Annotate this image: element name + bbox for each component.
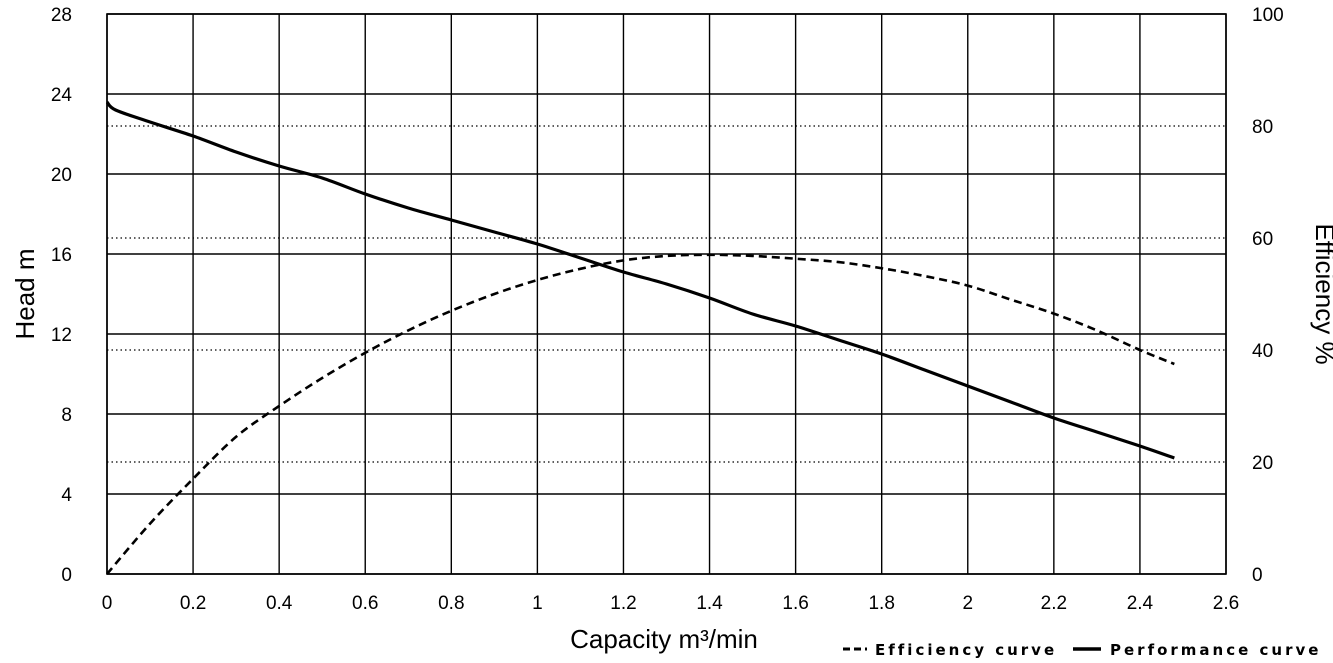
- x-tick-label: 1.8: [868, 593, 894, 614]
- legend-performance-label: Performance curve: [1110, 641, 1321, 659]
- x-tick-label: 2.4: [1127, 593, 1154, 614]
- x-tick-label: 1.4: [696, 593, 723, 614]
- y-tick-label: 20: [51, 165, 72, 186]
- x-axis-title: Capacity m³/min: [570, 624, 758, 654]
- y-tick-label: 0: [61, 565, 72, 586]
- x-tick-label: 0.4: [266, 593, 293, 614]
- x-tick-label: 0.6: [352, 593, 378, 614]
- x-tick-label: 2.2: [1041, 593, 1067, 614]
- y-axis-title: Head m: [10, 248, 40, 339]
- x-tick-label: 0.2: [180, 593, 206, 614]
- y-tick-label: 28: [51, 5, 72, 26]
- y-tick-label: 16: [51, 245, 72, 266]
- tick-labels: 0 0.2 0.4 0.6 0.8 1 1.2 1.4 1.6 1.8 2 2.2 2.4 2.6 0 4 8 1…: [51, 5, 1284, 614]
- x-tick-label: 0.8: [438, 593, 464, 614]
- y2-tick-label: 0: [1252, 565, 1263, 586]
- y-tick-label: 8: [61, 405, 72, 426]
- x-tick-label: 2.6: [1213, 593, 1239, 614]
- legend: Efficiency curve Performance curve: [843, 641, 1321, 659]
- y2-tick-label: 40: [1252, 341, 1273, 362]
- y-tick-label: 24: [51, 85, 73, 106]
- series: [105, 100, 1175, 575]
- x-tick-label: 1: [532, 593, 543, 614]
- y-tick-label: 4: [61, 485, 72, 506]
- y2-axis-title: Efficiency %: [1310, 223, 1333, 364]
- y2-tick-label: 60: [1252, 229, 1273, 250]
- y2-tick-label: 100: [1252, 5, 1284, 26]
- plot-frame: [106, 13, 1227, 575]
- x-tick-label: 0: [102, 593, 113, 614]
- y-tick-label: 12: [51, 325, 72, 346]
- x-tick-label: 2: [962, 593, 973, 614]
- y2-tick-label: 80: [1252, 117, 1273, 138]
- grid: [106, 13, 1227, 575]
- y2-tick-label: 20: [1252, 453, 1273, 474]
- x-tick-label: 1.6: [782, 593, 808, 614]
- legend-efficiency-label: Efficiency curve: [875, 641, 1057, 659]
- performance-curve-line: [105, 100, 1175, 460]
- x-tick-label: 1.2: [610, 593, 636, 614]
- efficiency-curve-line: [106, 253, 1175, 575]
